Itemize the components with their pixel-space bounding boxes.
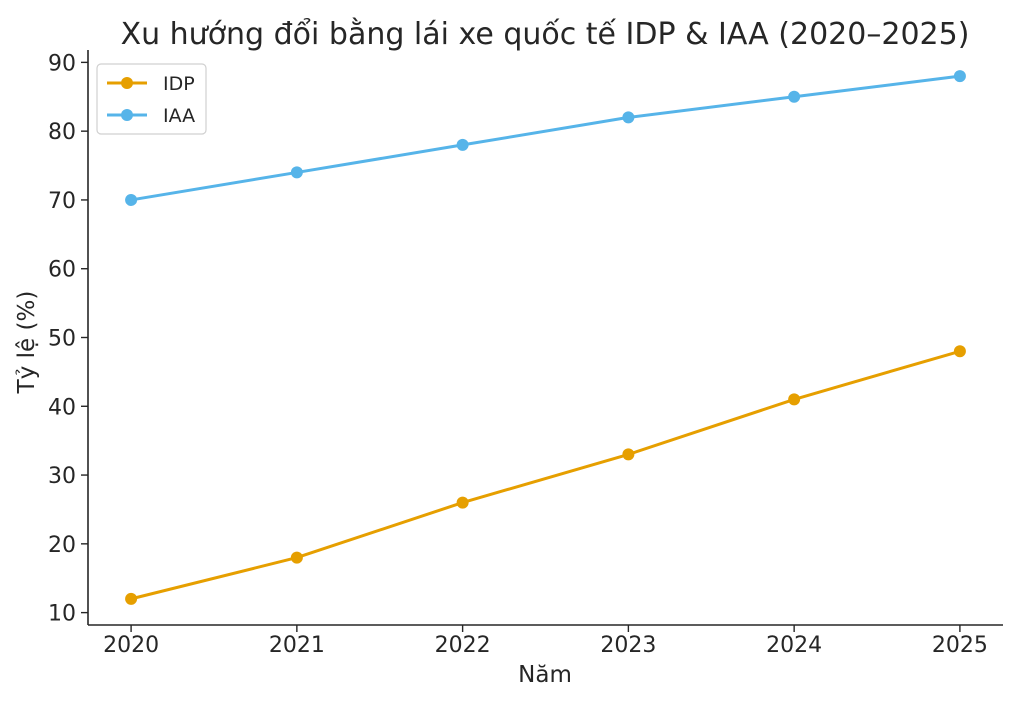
x-tick-label: 2022 [435,633,491,658]
y-tick-label: 90 [48,51,76,76]
series-line-iaa [129,74,962,202]
x-tick-label: 2024 [766,633,822,658]
y-tick-label: 40 [48,395,76,420]
x-tick-label: 2025 [932,633,988,658]
y-tick-label: 60 [48,258,76,283]
legend-label-idp: IDP [163,73,195,95]
x-axis-label: Năm [518,662,572,688]
legend-label-iaa: IAA [163,105,195,127]
x-tick-label: 2021 [269,633,325,658]
data-point-iaa [622,111,635,124]
series-line-idp [129,349,962,601]
data-point-idp [125,592,138,605]
chart-title: Xu hướng đổi bằng lái xe quốc tế IDP & I… [121,16,970,52]
y-tick-label: 20 [48,533,76,558]
data-point-iaa [290,166,303,179]
y-tick-label: 30 [48,464,76,489]
legend: IDP IAA [96,63,207,135]
data-point-iaa [456,138,469,151]
data-point-iaa [788,90,801,103]
y-tick-label: 70 [48,189,76,214]
axes [87,50,1003,626]
data-point-idp [622,448,635,461]
data-point-iaa [953,70,966,83]
data-point-idp [290,551,303,564]
x-tick-label: 2020 [103,633,159,658]
y-tick-label: 50 [48,327,76,352]
legend-marker-idp [121,77,133,89]
y-tick-label: 10 [48,602,76,627]
y-ticks: 10 20 30 40 50 60 70 80 90 [48,51,88,627]
y-tick-label: 80 [48,120,76,145]
data-point-iaa [125,193,138,206]
x-tick-label: 2023 [600,633,656,658]
y-axis-label: Tỷ lệ (%) [14,291,40,395]
data-point-idp [788,393,801,406]
x-ticks: 2020 2021 2022 2023 2024 2025 [103,625,988,658]
legend-marker-iaa [121,109,133,121]
series-layer [125,70,966,605]
data-point-idp [456,496,469,509]
data-point-idp [953,345,966,358]
